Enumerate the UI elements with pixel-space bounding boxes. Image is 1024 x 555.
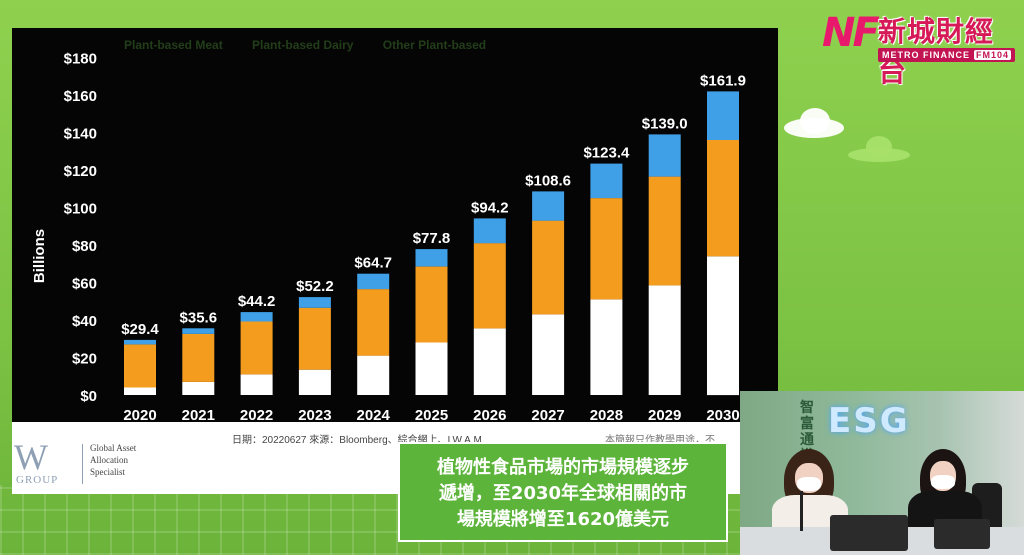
y-tick-label: $40: [72, 313, 97, 330]
legend-item: Other Plant-based: [382, 38, 487, 52]
bar-segment: [415, 249, 448, 267]
bar-segment: [124, 344, 156, 388]
logo-initials: NF: [822, 10, 880, 56]
caption-line: 植物性食品市場的市場規模逐步: [437, 457, 689, 478]
chart-legend: Plant-based Meat Plant-based Dairy Other…: [124, 38, 544, 54]
caption-line: 遞增，至2030年全球相關的市: [438, 483, 688, 504]
total-data-label: $94.2: [471, 199, 509, 216]
y-tick-label: $0: [80, 388, 97, 405]
total-data-label: $139.0: [642, 115, 688, 132]
y-tick-label: $60: [72, 276, 97, 293]
bar-segment: [707, 256, 739, 396]
face-mask: [931, 475, 955, 489]
total-data-label: $108.6: [525, 172, 571, 189]
x-tick-label: 2022: [240, 407, 273, 424]
laptop: [934, 519, 990, 549]
cloud-decoration: [866, 136, 892, 158]
esg-sign: ESG: [828, 401, 910, 441]
x-tick-label: 2026: [473, 407, 506, 424]
bar-segment: [240, 312, 273, 322]
bar-segment: [182, 381, 215, 395]
studio-video-inset: 智富通識 ESG: [740, 391, 1024, 555]
total-data-label: $123.4: [583, 145, 630, 162]
laptop: [830, 515, 908, 551]
bar-segment: [648, 134, 681, 177]
bar-segment: [124, 339, 156, 345]
bar-segment: [473, 218, 506, 244]
y-axis-label: Billions: [31, 229, 48, 283]
x-tick-label: 2027: [531, 407, 564, 424]
x-tick-label: 2023: [298, 407, 331, 424]
slide-source-note: 日期：20220627 來源：Bloomberg、綜合網上、LW A.M.: [232, 435, 485, 446]
y-tick-label: $180: [64, 51, 97, 68]
bar-segment: [298, 297, 331, 308]
y-tick-label: $80: [72, 238, 97, 255]
bar-segment: [532, 314, 565, 395]
bar-segment: [357, 355, 390, 395]
y-tick-label: $20: [72, 351, 97, 368]
x-tick-label: 2029: [648, 407, 681, 424]
bar-segment: [124, 387, 156, 395]
cloud-decoration: [800, 108, 830, 134]
y-tick-label: $140: [64, 126, 97, 143]
bar-segment: [473, 243, 506, 329]
bar-segment: [648, 176, 681, 286]
total-data-label: $44.2: [238, 293, 276, 310]
logo-divider: [82, 444, 83, 484]
x-tick-label: 2028: [590, 407, 623, 424]
x-tick-label: 2024: [357, 407, 391, 424]
logo-english-name: METRO FINANCE FM104: [878, 48, 1016, 62]
stacked-bar-chart: Billions $0 $20 $40 $60 $80 $100 $120 $140 $160 $…: [31, 51, 746, 425]
bar-segment: [415, 342, 448, 395]
bar-segment: [357, 289, 390, 356]
total-data-label: $77.8: [413, 230, 451, 247]
bar-segment: [415, 266, 448, 343]
total-data-label: $29.4: [121, 321, 159, 338]
news-caption: 植物性食品市場的市場規模逐步 遞增，至2030年全球相關的市 場規模將增至162…: [398, 442, 728, 542]
bar-segment: [240, 374, 273, 395]
bar-segment: [707, 91, 739, 140]
bar-segment: [590, 198, 623, 300]
logo-chinese-name: 新城財經台: [878, 15, 995, 88]
y-tick-label: $120: [64, 163, 97, 180]
presentation-slide: Plant-based Meat Plant-based Dairy Other…: [12, 28, 778, 440]
x-tick-label: 2020: [123, 407, 156, 424]
bar-segment: [648, 285, 681, 395]
total-data-label: $161.9: [700, 72, 746, 89]
lw-group-logo: W GROUP Global Asset Allocation Speciali…: [12, 437, 152, 490]
bar-segment: [590, 163, 623, 199]
bar-segment: [473, 328, 506, 395]
legend-item: Plant-based Meat: [124, 38, 223, 52]
lw-logo-group: GROUP: [16, 474, 59, 486]
total-data-label: $52.2: [296, 278, 334, 295]
bar-segment: [590, 299, 623, 395]
bar-segment: [532, 191, 565, 221]
x-tick-label: 2030: [706, 407, 739, 424]
bar-segment: [298, 307, 331, 370]
x-tick-label: 2021: [182, 407, 215, 424]
legend-item: Plant-based Dairy: [252, 38, 354, 52]
bar-segment: [298, 369, 331, 395]
lw-logo-mark: W: [14, 437, 48, 477]
x-tick-label: 2025: [415, 407, 448, 424]
bar-segment: [182, 328, 215, 334]
face-mask: [797, 477, 821, 491]
y-tick-label: $100: [64, 201, 97, 218]
bar-segment: [707, 140, 739, 257]
bar-segment: [240, 321, 273, 375]
bar-segment: [182, 333, 215, 382]
total-data-label: $64.7: [354, 255, 392, 272]
y-tick-label: $160: [64, 88, 97, 105]
slide-disclaimer: 本簡報只作教學用途，不: [605, 435, 715, 446]
caption-line: 場規模將增至1620億美元: [456, 509, 670, 530]
total-data-label: $35.6: [180, 309, 218, 326]
bar-segment: [357, 273, 390, 290]
logo-fm-badge: FM104: [974, 50, 1012, 60]
metro-finance-logo: NF 新城財經台 METRO FINANCE FM104: [822, 8, 1016, 88]
lw-logo-tagline: Global Asset Allocation Specialist: [90, 443, 137, 477]
bar-segment: [532, 220, 565, 315]
microphone: [800, 491, 803, 531]
